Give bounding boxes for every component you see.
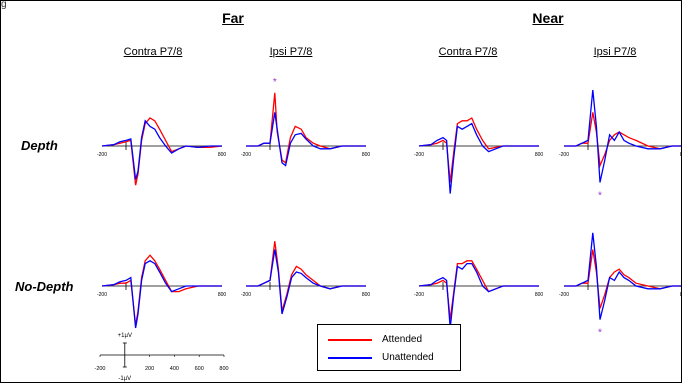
- series-line-attended: [101, 117, 223, 186]
- scale-bar-top-label: +1µV: [118, 333, 132, 339]
- scale-bar: +1µV -1µV -200 200 400 600 800: [94, 333, 228, 382]
- panel-tick-label: -200: [97, 292, 107, 298]
- panel-tick-label: -200: [559, 292, 569, 298]
- legend-label-unattended: Unattended: [382, 352, 434, 363]
- group-title-far: Far: [222, 10, 244, 26]
- legend-label-attended: Attended: [382, 334, 423, 345]
- panel-7: -200 800 *: [559, 232, 681, 339]
- panel-tick-label: -200: [241, 292, 251, 298]
- legend-swatch-unattended: [328, 357, 372, 359]
- panel-tick-label: -200: [414, 292, 424, 298]
- legend-item-unattended: Unattended: [318, 351, 460, 365]
- scale-bar-tick-label: 800: [219, 366, 228, 372]
- panel-tick-label: -200: [97, 152, 107, 158]
- panel-3: -200 800 *: [559, 89, 681, 201]
- series-line-unattended: [246, 249, 366, 315]
- series-line-unattended: [101, 119, 222, 180]
- panel-tick-label: 800: [535, 152, 544, 158]
- panel-tick-label: -200: [559, 152, 569, 158]
- scale-bar-tick-label: 600: [195, 366, 204, 372]
- row-label-no-depth: No-Depth: [15, 279, 74, 294]
- panel-tick-label: -200: [414, 152, 424, 158]
- panel-6: -200 800: [414, 260, 544, 329]
- significance-marker: *: [598, 328, 602, 339]
- legend-item-attended: Attended: [318, 333, 460, 347]
- group-title-near: Near: [532, 10, 564, 26]
- legend-swatch-attended: [328, 339, 372, 341]
- series-line-attended: [418, 260, 539, 320]
- series-line-unattended: [101, 260, 222, 329]
- series-line-unattended: [564, 232, 681, 320]
- series-line-unattended: [246, 112, 366, 167]
- series-line-attended: [101, 254, 222, 326]
- series-line-attended: [418, 117, 539, 183]
- series-line-unattended: [418, 262, 539, 329]
- column-title-near-contra: Contra P7/8: [438, 46, 498, 58]
- panel-tick-label: 800: [362, 152, 371, 158]
- scale-bar-tick-label: 200: [145, 366, 154, 372]
- series-line-unattended: [564, 89, 681, 183]
- panel-0: -200 800: [97, 117, 227, 186]
- panel-4: -200 800: [97, 254, 227, 329]
- series-line-attended: [246, 241, 366, 312]
- panel-tick-label: -200: [241, 152, 251, 158]
- panel-1: -200 800 *: [241, 77, 371, 167]
- legend: Attended Unattended: [317, 324, 461, 371]
- corner-label: g: [1, 0, 7, 10]
- panel-tick-label: 800: [218, 152, 227, 158]
- scale-bar-tick-label: 400: [170, 366, 179, 372]
- column-title-far-ipsi: Ipsi P7/8: [269, 46, 313, 58]
- series-line-unattended: [418, 122, 539, 194]
- panel-tick-label: 800: [680, 152, 681, 158]
- panel-tick-label: 800: [218, 292, 227, 298]
- scale-bar-bottom-label: -1µV: [118, 376, 131, 382]
- series-line-attended: [246, 92, 366, 164]
- panel-tick-label: 800: [680, 292, 681, 298]
- panel-2: -200 800: [414, 117, 544, 194]
- panel-tick-label: 800: [535, 292, 544, 298]
- significance-marker: *: [273, 77, 277, 88]
- row-label-depth: Depth: [21, 138, 58, 153]
- panel-tick-label: 800: [362, 292, 371, 298]
- panel-5: -200 800: [241, 241, 371, 315]
- column-title-far-contra: Contra P7/8: [123, 46, 183, 58]
- scale-bar-tick-label: -200: [94, 366, 105, 372]
- series-line-attended: [564, 249, 681, 309]
- column-title-near-ipsi: Ipsi P7/8: [593, 46, 637, 58]
- significance-marker: *: [598, 190, 602, 201]
